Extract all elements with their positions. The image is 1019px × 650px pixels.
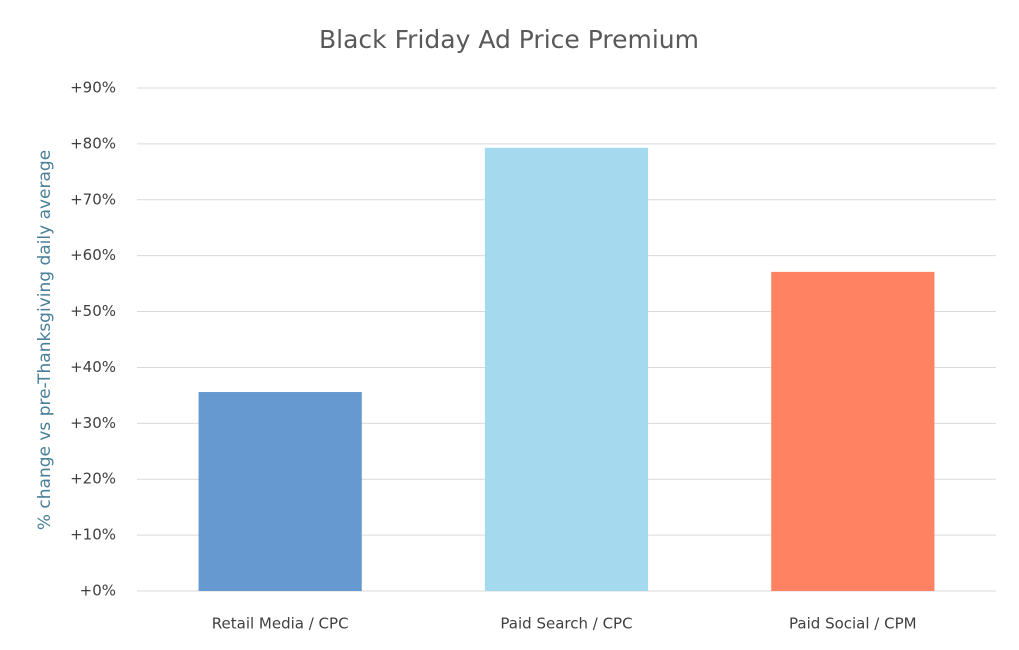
y-tick-label: +30% bbox=[70, 414, 116, 432]
y-tick-label: +40% bbox=[70, 358, 116, 376]
y-tick-label: +80% bbox=[70, 134, 116, 152]
x-tick-label: Paid Search / CPC bbox=[500, 615, 632, 633]
y-tick-label: +50% bbox=[70, 302, 116, 320]
y-tick-label: +0% bbox=[80, 582, 116, 600]
y-tick-label: +10% bbox=[70, 526, 116, 544]
x-tick-label: Retail Media / CPC bbox=[212, 615, 349, 633]
y-tick-label: +90% bbox=[70, 79, 116, 97]
bar bbox=[198, 392, 362, 591]
y-tick-label: +60% bbox=[70, 246, 116, 264]
y-tick-label: +70% bbox=[70, 190, 116, 208]
bar bbox=[484, 147, 649, 591]
y-axis-label: % change vs pre-Thanksgiving daily avera… bbox=[35, 150, 55, 530]
bar bbox=[771, 271, 935, 591]
chart-title: Black Friday Ad Price Premium bbox=[319, 25, 699, 54]
x-tick-label: Paid Social / CPM bbox=[789, 615, 917, 633]
y-tick-label: +20% bbox=[70, 470, 116, 488]
